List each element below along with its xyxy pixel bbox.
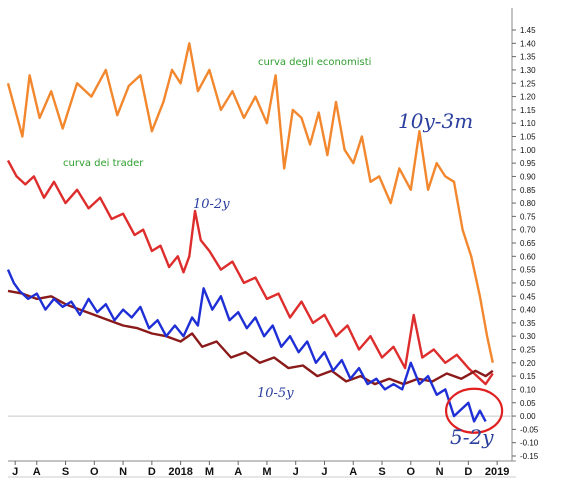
y-tick-label: 1.40: [520, 39, 536, 48]
y-tick-label: 0.15: [520, 372, 536, 381]
y-tick-label: 0.70: [520, 226, 536, 235]
x-tick-label: M: [262, 466, 271, 478]
y-tick-label: -0.10: [520, 439, 539, 448]
x-tick-label: O: [90, 466, 99, 478]
y-tick-label: 0.40: [520, 306, 536, 315]
annotation-label-10y-3m: 10y-3m: [398, 109, 473, 133]
y-tick-label: 0.35: [520, 319, 536, 328]
y-tick-label: 1.35: [520, 53, 536, 62]
y-tick-label: 1.45: [520, 26, 536, 35]
series-line-10-2y: [6, 159, 494, 386]
annotation-label-5-2y: 5-2y: [450, 425, 494, 449]
annotation-label-10-2y: 10-2y: [193, 197, 230, 212]
y-tick-label: 0.10: [520, 385, 536, 394]
x-tick-label: A: [33, 466, 41, 478]
series-line-5-2y: [6, 269, 487, 423]
x-tick-label: 2018: [168, 466, 192, 478]
x-tick-label: S: [62, 466, 69, 478]
x-tick-label: O: [407, 466, 416, 478]
x-tick-label: J: [293, 466, 299, 478]
x-tick-label: A: [234, 466, 242, 478]
y-tick-label: 0.55: [520, 266, 536, 275]
x-tick-label: N: [436, 466, 444, 478]
y-tick-label: 0.20: [520, 359, 536, 368]
x-tick-label: A: [349, 466, 357, 478]
series-line-10-5y: [7, 289, 494, 386]
y-tick-label: -0.15: [520, 452, 539, 461]
series-line-10y-3m: [6, 42, 494, 364]
x-tick-label: M: [205, 466, 214, 478]
highlight-circle: [445, 387, 504, 434]
y-tick-label: 1.30: [520, 66, 536, 75]
y-tick-label: 0.60: [520, 252, 536, 261]
y-tick-label: 1.10: [520, 119, 536, 128]
x-tick-label: N: [119, 466, 127, 478]
x-tick-label: J: [321, 466, 327, 478]
annotation-curva-degli-economisti: curva degli economisti: [258, 57, 371, 68]
x-tick-label: D: [148, 466, 156, 478]
annotation-label-10-5y: 10-5y: [257, 386, 294, 401]
y-tick-label: 0.50: [520, 279, 536, 288]
y-tick-label: 0.25: [520, 346, 536, 355]
y-tick-label: 1.00: [520, 146, 536, 155]
annotation-curva-dei-trader: curva dei trader: [63, 158, 144, 169]
y-tick-label: 0.85: [520, 186, 536, 195]
y-tick-label: 0.00: [520, 412, 536, 421]
y-tick-label: 0.75: [520, 212, 536, 221]
y-tick-label: 0.80: [520, 199, 536, 208]
y-tick-label: 0.90: [520, 172, 536, 181]
y-tick-label: 0.95: [520, 159, 536, 168]
y-tick-label: 1.20: [520, 93, 536, 102]
x-tick-label: D: [464, 466, 472, 478]
y-tick-label: 0.65: [520, 239, 536, 248]
y-tick-label: 1.25: [520, 79, 536, 88]
x-tick-label: S: [378, 466, 385, 478]
y-tick-label: 1.05: [520, 133, 536, 142]
y-tick-label: 0.45: [520, 292, 536, 301]
y-tick-label: 1.15: [520, 106, 536, 115]
y-tick-label: 0.30: [520, 332, 536, 341]
y-tick-label: -0.05: [520, 425, 539, 434]
y-tick-label: 0.05: [520, 399, 536, 408]
x-tick-label: 2019: [485, 466, 509, 478]
x-tick-label: J: [12, 466, 18, 478]
